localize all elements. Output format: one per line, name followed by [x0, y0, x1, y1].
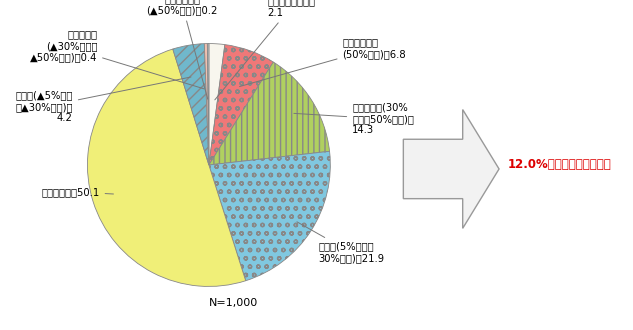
Text: 増えた(5%以上～
30%未満)、21.9: 増えた(5%以上～ 30%未満)、21.9: [297, 222, 384, 263]
Text: 大きく減った
(▲50%以上)、0.2: 大きく減った (▲50%以上)、0.2: [146, 0, 218, 99]
Wedge shape: [209, 45, 273, 165]
Wedge shape: [204, 44, 209, 165]
Polygon shape: [403, 110, 499, 228]
Text: 減った(▲5%以上
～▲30%未満)、
4.2: 減った(▲5%以上 ～▲30%未満)、 4.2: [15, 77, 191, 123]
Text: 利用していない、
2.1: 利用していない、 2.1: [215, 0, 315, 100]
Wedge shape: [208, 44, 209, 165]
Text: やや減った
(▲30%以上～
▲50%未満)、0.4: やや減った (▲30%以上～ ▲50%未満)、0.4: [30, 29, 204, 89]
Text: やや増えた(30%
以上～50%未満)、
14.3: やや増えた(30% 以上～50%未満)、 14.3: [294, 102, 414, 135]
Text: 大きく増えた
(50%以上)、6.8: 大きく増えた (50%以上)、6.8: [239, 38, 406, 86]
Wedge shape: [209, 151, 330, 281]
Text: N=1,000: N=1,000: [208, 298, 258, 309]
Wedge shape: [87, 49, 246, 286]
Wedge shape: [209, 62, 330, 165]
Wedge shape: [173, 44, 209, 165]
Text: 変わらない、50.1: 変わらない、50.1: [41, 187, 113, 197]
Text: 12.0%増加（加重平均値）: 12.0%増加（加重平均値）: [508, 158, 612, 172]
Wedge shape: [209, 44, 225, 165]
